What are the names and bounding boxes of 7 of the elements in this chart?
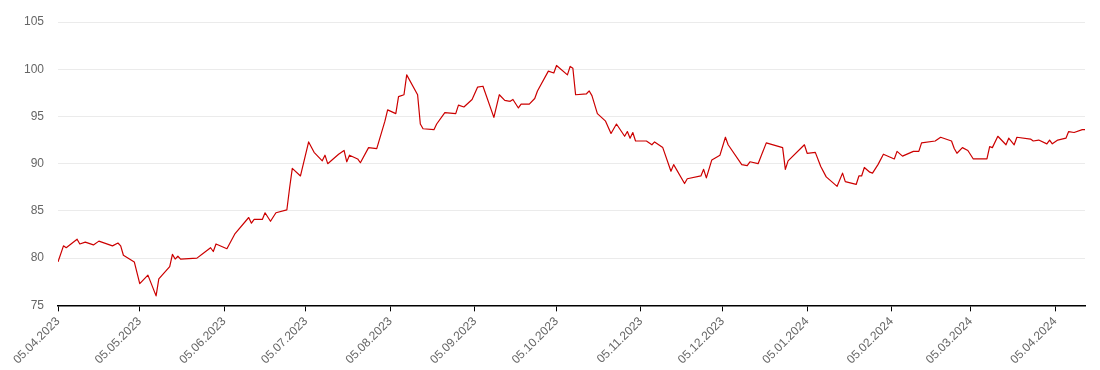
y-tick-label: 95 xyxy=(30,108,45,123)
y-tick-label: 75 xyxy=(30,297,45,312)
y-tick-label: 100 xyxy=(23,61,45,76)
y-tick-label: 80 xyxy=(30,250,45,265)
y-tick-label: 85 xyxy=(30,203,45,218)
y-tick-label: 105 xyxy=(23,14,45,29)
y-tick-label: 90 xyxy=(30,155,45,170)
